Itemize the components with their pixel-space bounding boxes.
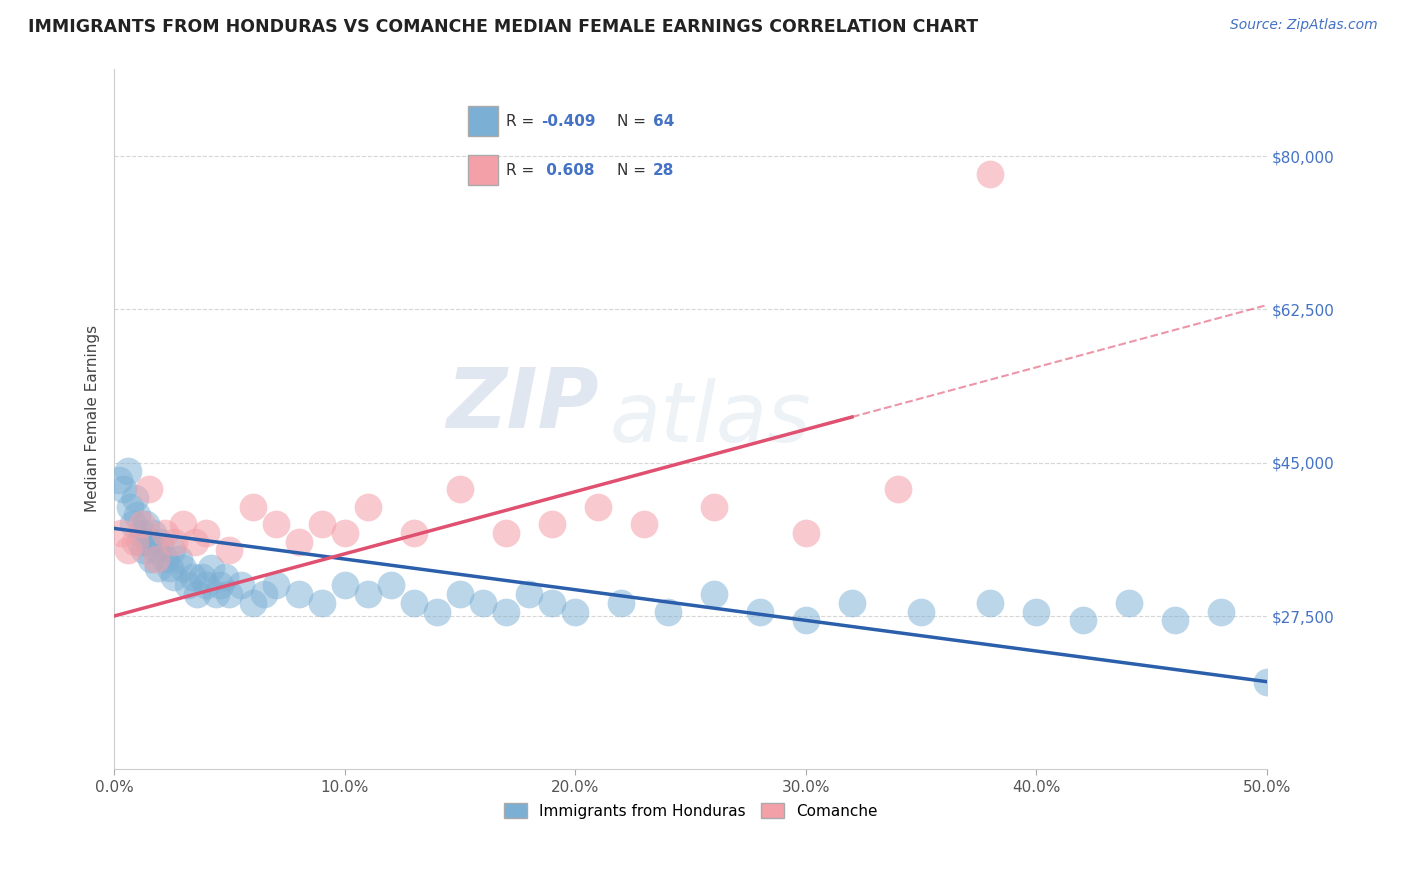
Point bbox=[159, 561, 181, 575]
Point bbox=[564, 605, 586, 619]
Point bbox=[214, 569, 236, 583]
Point bbox=[138, 534, 160, 549]
Point bbox=[1118, 596, 1140, 610]
Point bbox=[145, 543, 167, 558]
Y-axis label: Median Female Earnings: Median Female Earnings bbox=[86, 326, 100, 513]
Point bbox=[333, 525, 356, 540]
Point bbox=[204, 587, 226, 601]
Point bbox=[146, 561, 169, 575]
Point bbox=[264, 578, 287, 592]
Point bbox=[134, 543, 156, 558]
Point bbox=[131, 516, 153, 531]
Point bbox=[380, 578, 402, 592]
Point bbox=[107, 473, 129, 487]
Point bbox=[124, 534, 146, 549]
Point bbox=[449, 587, 471, 601]
Point bbox=[242, 500, 264, 514]
Point bbox=[145, 552, 167, 566]
Point bbox=[209, 578, 232, 592]
Point bbox=[167, 552, 190, 566]
Point bbox=[1209, 605, 1232, 619]
Point bbox=[195, 578, 218, 592]
Point bbox=[794, 614, 817, 628]
Point bbox=[218, 587, 240, 601]
Point bbox=[633, 516, 655, 531]
Text: atlas: atlas bbox=[610, 378, 811, 459]
Point bbox=[287, 587, 309, 601]
Point bbox=[131, 525, 153, 540]
Point bbox=[195, 525, 218, 540]
Point bbox=[517, 587, 540, 601]
Point bbox=[264, 516, 287, 531]
Text: IMMIGRANTS FROM HONDURAS VS COMANCHE MEDIAN FEMALE EARNINGS CORRELATION CHART: IMMIGRANTS FROM HONDURAS VS COMANCHE MED… bbox=[28, 18, 979, 36]
Point bbox=[110, 525, 132, 540]
Point bbox=[142, 525, 165, 540]
Point bbox=[357, 587, 380, 601]
Point bbox=[1256, 674, 1278, 689]
Point bbox=[163, 569, 186, 583]
Point bbox=[112, 482, 135, 496]
Point bbox=[160, 543, 183, 558]
Point bbox=[657, 605, 679, 619]
Point bbox=[1071, 614, 1094, 628]
Point bbox=[357, 500, 380, 514]
Point bbox=[139, 552, 162, 566]
Point bbox=[172, 516, 194, 531]
Point bbox=[748, 605, 770, 619]
Point bbox=[979, 596, 1001, 610]
Point bbox=[181, 569, 204, 583]
Point bbox=[588, 500, 610, 514]
Text: Source: ZipAtlas.com: Source: ZipAtlas.com bbox=[1230, 18, 1378, 32]
Point bbox=[910, 605, 932, 619]
Point bbox=[229, 578, 252, 592]
Point bbox=[128, 534, 150, 549]
Point bbox=[191, 569, 214, 583]
Point bbox=[794, 525, 817, 540]
Point bbox=[979, 167, 1001, 181]
Point bbox=[149, 534, 172, 549]
Point bbox=[541, 516, 564, 531]
Point bbox=[121, 516, 143, 531]
Point bbox=[541, 596, 564, 610]
Point bbox=[311, 516, 333, 531]
Point bbox=[120, 500, 142, 514]
Point bbox=[495, 525, 517, 540]
Point bbox=[253, 587, 276, 601]
Text: ZIP: ZIP bbox=[446, 365, 599, 445]
Point bbox=[153, 525, 176, 540]
Point bbox=[311, 596, 333, 610]
Point bbox=[426, 605, 449, 619]
Point bbox=[402, 596, 425, 610]
Legend: Immigrants from Honduras, Comanche: Immigrants from Honduras, Comanche bbox=[498, 797, 883, 825]
Point bbox=[135, 516, 157, 531]
Point bbox=[153, 552, 176, 566]
Point bbox=[218, 543, 240, 558]
Point bbox=[200, 561, 222, 575]
Point bbox=[703, 587, 725, 601]
Point bbox=[1164, 614, 1187, 628]
Point bbox=[610, 596, 633, 610]
Point bbox=[242, 596, 264, 610]
Point bbox=[472, 596, 495, 610]
Point bbox=[117, 465, 139, 479]
Point bbox=[163, 534, 186, 549]
Point bbox=[184, 534, 207, 549]
Point bbox=[402, 525, 425, 540]
Point bbox=[449, 482, 471, 496]
Point bbox=[138, 482, 160, 496]
Point bbox=[287, 534, 309, 549]
Point bbox=[333, 578, 356, 592]
Point bbox=[186, 587, 208, 601]
Point bbox=[841, 596, 863, 610]
Point bbox=[127, 508, 149, 523]
Point bbox=[1025, 605, 1047, 619]
Point bbox=[117, 543, 139, 558]
Point bbox=[703, 500, 725, 514]
Point bbox=[495, 605, 517, 619]
Point bbox=[177, 578, 200, 592]
Point bbox=[124, 491, 146, 505]
Point bbox=[887, 482, 910, 496]
Point bbox=[172, 561, 194, 575]
